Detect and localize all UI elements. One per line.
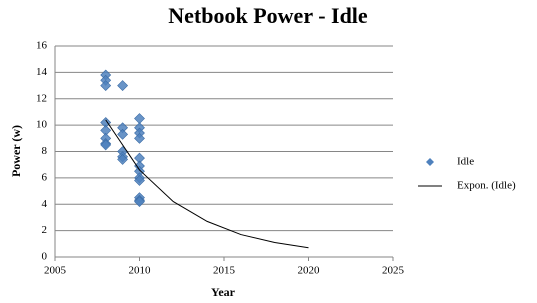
y-tick-label: 6 [42, 171, 48, 183]
trend-line [105, 119, 309, 249]
y-tick-label: 8 [42, 145, 48, 157]
x-axis-title: Year [211, 285, 236, 299]
y-axis-title: Power (w) [9, 125, 23, 177]
x-tick-label: 2020 [298, 265, 321, 277]
chart-title: Netbook Power - Idle [168, 3, 368, 28]
x-tick-label: 2010 [129, 265, 152, 277]
x-tick-label: 2005 [44, 265, 67, 277]
x-tick-label: 2025 [382, 265, 405, 277]
data-point [100, 139, 112, 151]
data-point [134, 196, 145, 208]
y-tick-label: 2 [42, 224, 48, 236]
data-point [117, 80, 129, 91]
y-tick-label: 14 [36, 66, 48, 78]
legend-label: Expon. (Idle) [457, 180, 516, 192]
data-point [100, 80, 112, 91]
x-tick-label: 2015 [213, 265, 236, 277]
legend-label: Idle [457, 156, 474, 168]
y-tick-label: 4 [42, 198, 48, 210]
y-tick-label: 10 [36, 119, 48, 131]
data-point [134, 132, 145, 144]
data-point [117, 128, 129, 140]
data-point [134, 113, 145, 124]
y-tick-label: 0 [42, 251, 48, 263]
y-tick-label: 12 [36, 92, 47, 104]
data-point [117, 153, 129, 165]
legend-marker [426, 158, 434, 166]
y-tick-label: 16 [36, 40, 48, 52]
data-point [134, 175, 145, 186]
